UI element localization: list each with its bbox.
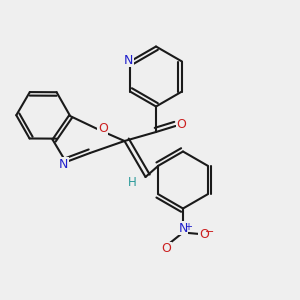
Text: O: O — [162, 242, 171, 256]
Text: −: − — [204, 226, 214, 237]
Text: O: O — [98, 122, 108, 135]
Text: H: H — [128, 176, 136, 190]
Text: O: O — [199, 227, 209, 241]
Text: +: + — [184, 221, 192, 232]
Text: N: N — [124, 53, 133, 67]
Text: N: N — [178, 221, 188, 235]
Text: N: N — [59, 158, 68, 171]
Text: O: O — [177, 118, 186, 131]
